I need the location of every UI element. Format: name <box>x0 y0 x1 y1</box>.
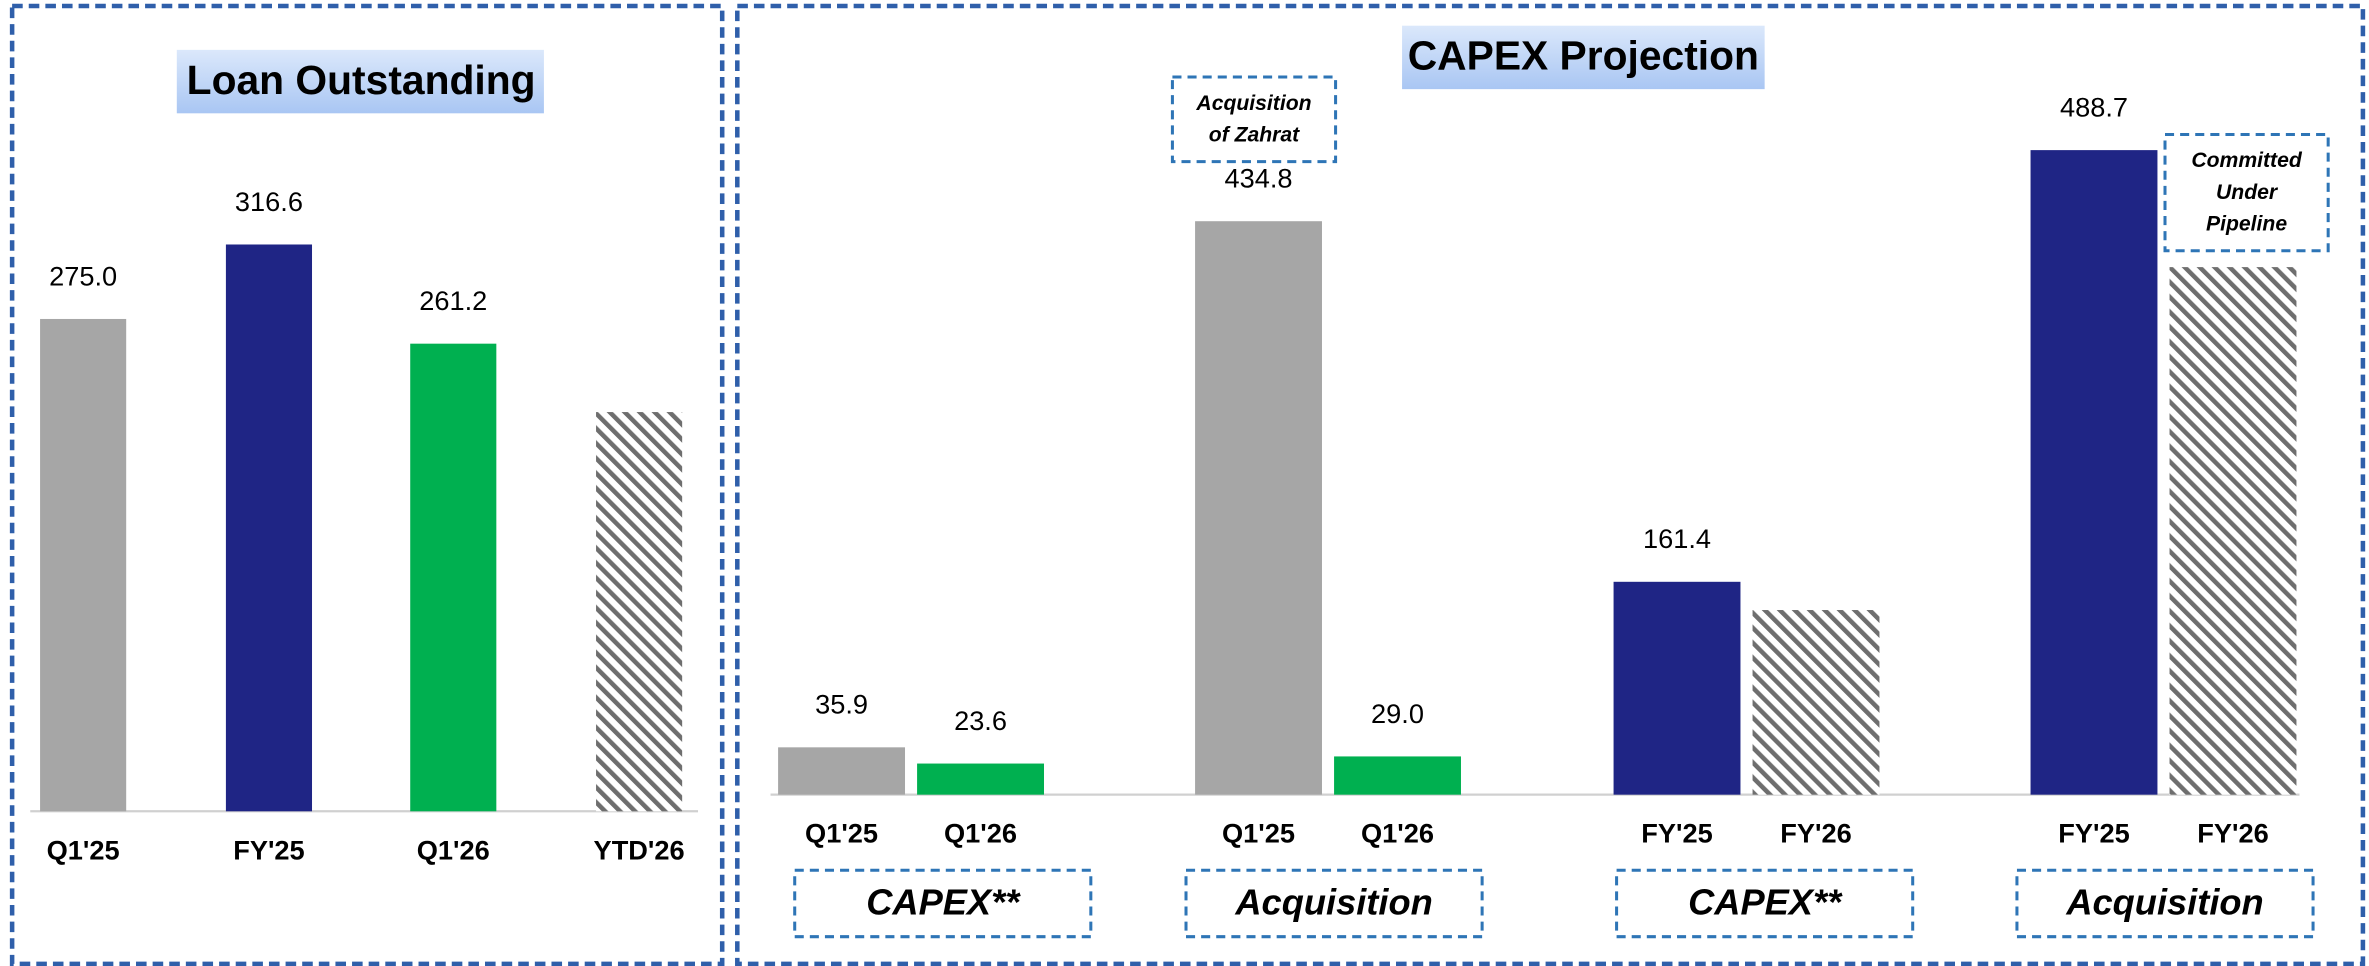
bar <box>225 244 313 812</box>
value-label: 316.6 <box>235 186 303 217</box>
x-tick-label: FY'25 <box>2058 818 2129 849</box>
left-panel <box>9 3 725 966</box>
value-label: 23.6 <box>954 705 1007 736</box>
annotation: of Zahrat <box>1209 124 1300 147</box>
bar <box>596 412 683 812</box>
annotation: Acquisition <box>1195 92 1311 115</box>
value-label: 29.0 <box>1371 698 1424 729</box>
bar <box>1195 221 1322 795</box>
x-tick-label: FY'25 <box>233 834 304 865</box>
group-label: CAPEX** <box>866 882 1021 923</box>
value-label: 488.7 <box>2060 92 2128 123</box>
title-box <box>176 49 544 114</box>
value-label: 434.8 <box>1225 163 1293 194</box>
x-tick-label: FY'26 <box>1780 818 1851 849</box>
x-tick-label: Q1'25 <box>47 834 120 865</box>
annotation: Under <box>2216 181 2279 204</box>
value-label: 161.4 <box>1643 523 1711 554</box>
value-label: 261.2 <box>419 285 487 316</box>
bar <box>2030 150 2158 795</box>
title-box <box>1402 25 1765 90</box>
group-label: Acquisition <box>1234 882 1432 923</box>
bar <box>410 343 497 812</box>
x-tick-label: Q1'26 <box>944 818 1017 849</box>
bar <box>2169 267 2297 795</box>
bar <box>1334 756 1461 795</box>
chart-title: CAPEX Projection <box>1408 33 1759 79</box>
group-label: Acquisition <box>2065 882 2263 923</box>
bar <box>40 318 127 812</box>
group-label: CAPEX** <box>1688 882 1843 923</box>
x-tick-label: YTD'26 <box>594 834 685 865</box>
bar <box>917 763 1044 795</box>
x-tick-label: Q1'25 <box>805 818 878 849</box>
x-tick-label: Q1'26 <box>417 834 490 865</box>
x-tick-label: Q1'26 <box>1361 818 1434 849</box>
annotation: Pipeline <box>2206 213 2287 236</box>
annotation-box <box>2163 132 2330 253</box>
x-tick-label: FY'25 <box>1641 818 1712 849</box>
x-tick-label: FY'26 <box>2197 818 2268 849</box>
x-tick-label: Q1'25 <box>1222 818 1295 849</box>
value-label: 275.0 <box>49 260 117 291</box>
chart-title: Loan Outstanding <box>187 57 536 103</box>
annotation-box <box>1170 75 1338 164</box>
right-panel <box>735 3 2366 966</box>
bar <box>778 747 906 795</box>
value-label: 35.9 <box>815 689 868 720</box>
annotation: Committed <box>2191 149 2302 172</box>
bar <box>1613 581 1741 795</box>
bar <box>1752 610 1880 795</box>
